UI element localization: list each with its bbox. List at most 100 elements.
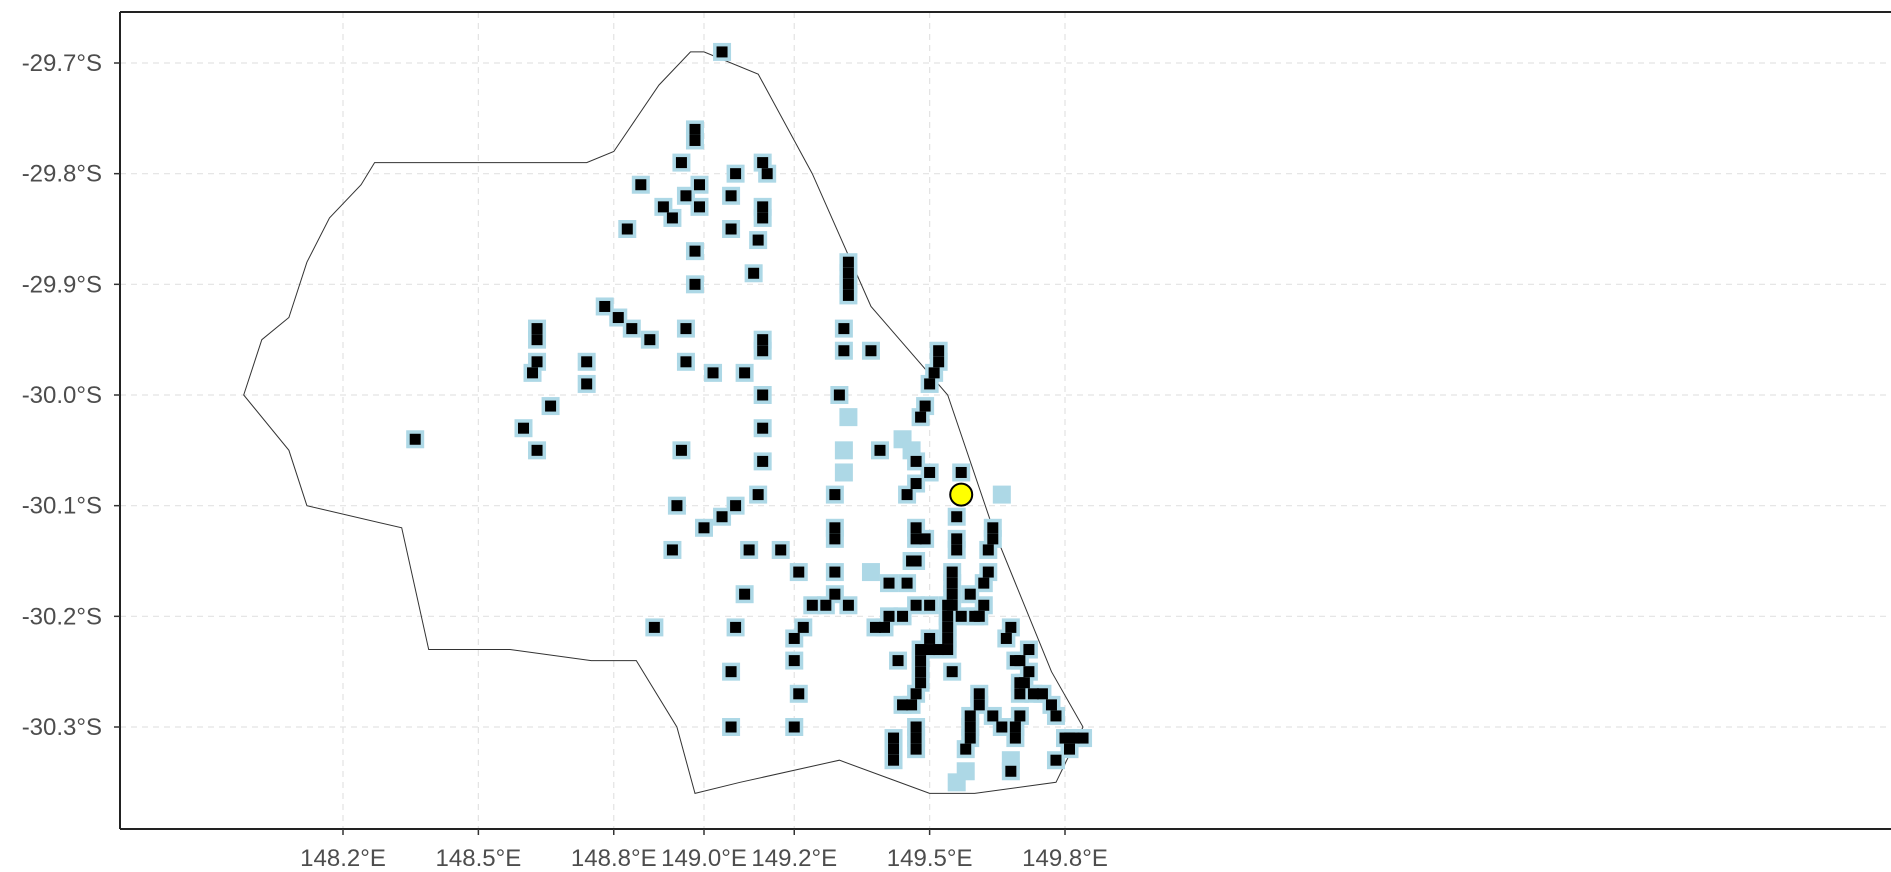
site-marker <box>842 278 854 290</box>
site-marker <box>1009 732 1021 744</box>
y-tick-label: -30.0°S <box>22 382 102 409</box>
site-marker <box>829 566 841 578</box>
site-marker <box>946 577 958 589</box>
site-marker <box>838 323 850 335</box>
site-marker <box>757 212 769 224</box>
site-marker <box>842 289 854 301</box>
highlight-marker-layer <box>949 482 974 507</box>
site-marker <box>1027 688 1039 700</box>
x-tick-label: 148.8°E <box>571 845 657 872</box>
site-marker <box>1023 666 1035 678</box>
y-tick-label: -30.1°S <box>22 493 102 520</box>
site-marker <box>865 345 877 357</box>
site-marker <box>946 566 958 578</box>
x-tick-label: 148.2°E <box>300 845 386 872</box>
site-marker <box>973 610 985 622</box>
site-marker <box>829 522 841 534</box>
site-marker <box>915 655 927 667</box>
site-marker <box>906 555 918 567</box>
site-marker <box>757 455 769 467</box>
site-marker <box>748 267 760 279</box>
site-marker <box>675 157 687 169</box>
site-outline <box>947 773 966 792</box>
site-marker <box>409 433 421 445</box>
site-marker <box>964 721 976 733</box>
site-marker <box>1023 644 1035 656</box>
site-marker <box>1018 677 1030 689</box>
site-marker <box>910 455 922 467</box>
site-marker <box>924 644 936 656</box>
site-marker <box>960 743 972 755</box>
site-marker <box>730 621 742 633</box>
site-marker <box>739 367 751 379</box>
site-marker <box>1068 732 1080 744</box>
site-marker <box>531 444 543 456</box>
site-marker <box>879 621 890 633</box>
site-marker <box>910 599 922 611</box>
site-marker <box>987 533 999 545</box>
site-marker <box>987 710 999 722</box>
site-marker <box>666 212 678 224</box>
site-marker <box>531 334 543 346</box>
site-marker <box>635 179 647 191</box>
y-tick-label: -29.7°S <box>22 50 102 77</box>
site-marker <box>757 334 769 346</box>
site-marker <box>1077 732 1089 744</box>
site-marker <box>910 522 922 534</box>
y-tick-label: -30.3°S <box>22 714 102 741</box>
site-marker <box>1005 765 1017 777</box>
site-marker <box>806 599 818 611</box>
site-marker <box>955 610 967 622</box>
site-marker <box>951 511 963 523</box>
site-marker <box>973 688 985 700</box>
site-outline-layer <box>406 42 1093 792</box>
y-tick-label: -29.9°S <box>22 271 102 298</box>
site-marker <box>987 522 999 534</box>
site-marker <box>725 190 737 202</box>
site-marker <box>671 500 683 512</box>
site-marker <box>775 544 787 556</box>
site-outline <box>839 408 858 427</box>
site-marker <box>788 721 800 733</box>
site-marker <box>621 223 633 235</box>
site-marker <box>788 632 800 644</box>
x-tick-label: 148.5°E <box>436 845 522 872</box>
site-marker <box>599 300 611 312</box>
site-marker <box>924 632 936 644</box>
site-marker <box>788 655 800 667</box>
site-marker <box>752 489 764 501</box>
x-axis-ticks: 148.2°E 148.5°E 148.8°E 149.0°E 149.2°E 149.5… <box>300 829 1108 872</box>
site-marker <box>531 323 543 335</box>
site-marker <box>897 699 909 711</box>
site-marker <box>730 168 742 180</box>
site-marker <box>545 400 557 412</box>
site-marker <box>666 544 678 556</box>
site-marker <box>892 655 904 667</box>
site-marker <box>1000 632 1012 644</box>
x-tick-label: 149.8°E <box>1022 845 1108 872</box>
site-marker <box>626 323 638 335</box>
site-marker <box>725 666 737 678</box>
site-marker <box>924 378 936 390</box>
site-marker <box>518 422 529 434</box>
site-marker <box>910 688 922 700</box>
site-marker <box>842 599 854 611</box>
site-marker <box>531 356 543 368</box>
site-marker <box>910 721 922 733</box>
site-marker <box>716 511 728 523</box>
site-marker <box>901 489 913 501</box>
site-marker <box>698 522 710 534</box>
site-marker <box>1014 710 1026 722</box>
site-marker <box>797 621 809 633</box>
region-boundary <box>243 51 1084 795</box>
site-marker <box>933 356 945 368</box>
site-marker <box>942 621 954 633</box>
site-marker <box>725 223 737 235</box>
site-marker <box>888 732 900 744</box>
site-marker <box>757 422 769 434</box>
site-marker <box>942 644 954 656</box>
site-marker <box>757 157 769 169</box>
site-marker <box>978 599 990 611</box>
site-marker <box>946 666 958 678</box>
site-marker <box>725 721 737 733</box>
